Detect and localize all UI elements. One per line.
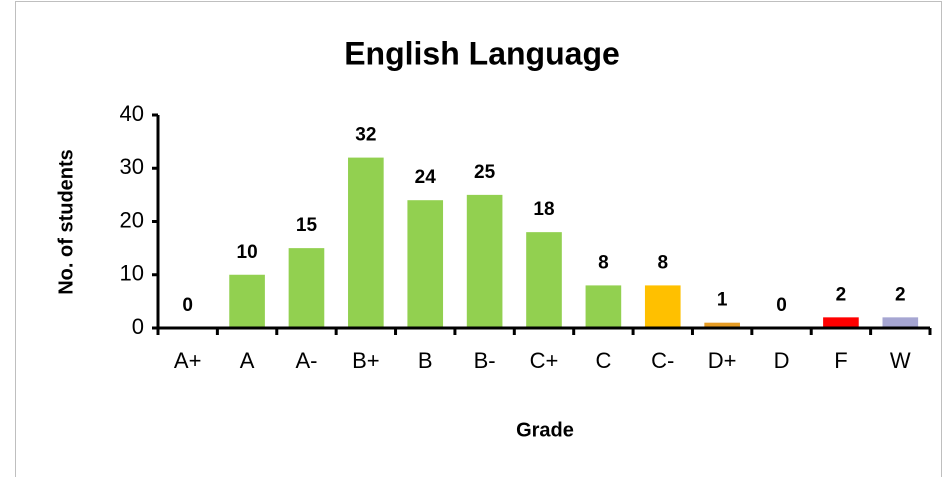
bar — [704, 322, 740, 328]
y-tick-label: 10 — [120, 261, 144, 286]
x-tick-label: F — [834, 348, 847, 373]
bar — [407, 200, 444, 328]
bar — [288, 248, 325, 328]
data-label: 25 — [474, 162, 496, 183]
data-label: 2 — [895, 284, 906, 305]
chart-frame — [15, 1, 942, 477]
bar — [882, 317, 919, 328]
data-label: 24 — [415, 167, 437, 188]
data-label: 8 — [598, 252, 609, 273]
x-tick-label: W — [890, 348, 911, 373]
x-tick-label: A+ — [174, 348, 202, 373]
data-label: 0 — [182, 295, 193, 316]
chart-title: English Language — [344, 35, 620, 71]
x-tick-label: C — [595, 348, 611, 373]
y-tick-label: 0 — [132, 314, 144, 339]
x-tick-label: A — [240, 348, 255, 373]
x-tick-label: B — [418, 348, 433, 373]
data-label: 32 — [355, 125, 376, 146]
bar — [348, 157, 384, 328]
x-tick-label: D — [774, 348, 790, 373]
x-tick-label: A- — [295, 348, 317, 373]
bar — [644, 285, 681, 328]
x-tick-label: C+ — [530, 348, 559, 373]
x-tick-label: D+ — [708, 348, 737, 373]
bar — [585, 285, 622, 328]
y-tick-label: 20 — [120, 207, 144, 232]
data-label: 2 — [836, 284, 847, 305]
data-label: 0 — [776, 295, 787, 316]
y-axis-label: No. of students — [55, 149, 77, 295]
y-tick-label: 40 — [120, 101, 144, 126]
x-axis-label: Grade — [516, 419, 574, 441]
data-label: 8 — [657, 252, 668, 273]
bar — [229, 274, 265, 328]
bar — [466, 194, 503, 328]
bar — [823, 317, 859, 328]
y-tick-label: 30 — [120, 154, 144, 179]
data-label: 15 — [296, 215, 318, 236]
bar — [526, 232, 562, 328]
data-label: 1 — [717, 290, 728, 311]
x-tick-label: B+ — [352, 348, 380, 373]
x-tick-label: B- — [474, 348, 496, 373]
data-label: 18 — [533, 199, 554, 220]
x-tick-label: C- — [651, 348, 674, 373]
data-label: 10 — [237, 242, 258, 263]
